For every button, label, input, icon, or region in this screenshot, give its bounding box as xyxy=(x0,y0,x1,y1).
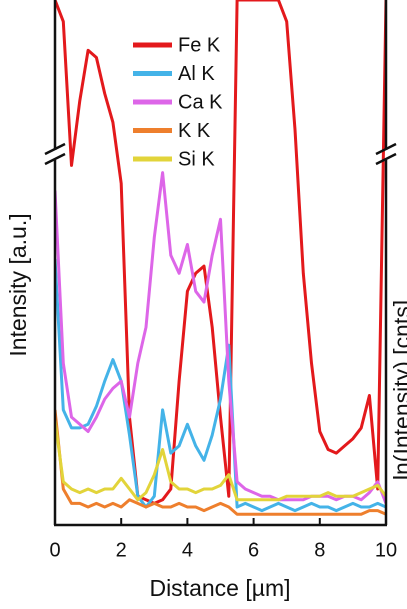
y-axis-label: Intensity [a.u.] xyxy=(5,213,31,356)
series-line xyxy=(55,258,386,513)
x-tick-label: 8 xyxy=(314,539,325,561)
legend-label: Al K xyxy=(178,63,215,85)
x-tick-label: 4 xyxy=(182,539,193,561)
x-tick-label: 10 xyxy=(375,539,397,561)
series-line xyxy=(55,420,386,502)
axis-frame xyxy=(53,0,388,527)
x-tick-label: 0 xyxy=(49,539,60,561)
break-mark xyxy=(44,142,66,156)
series-line xyxy=(55,0,386,505)
break-mark xyxy=(375,152,397,166)
x-tick-label: 6 xyxy=(248,539,259,561)
break-mark xyxy=(44,152,66,166)
legend-label: Fe K xyxy=(178,34,221,56)
axis-break xyxy=(44,142,397,166)
x-axis-label: Distance [µm] xyxy=(149,575,290,601)
series-line xyxy=(55,409,386,516)
plot-lines xyxy=(55,0,386,516)
legend-label: Ca K xyxy=(178,91,223,113)
legend-label: Si K xyxy=(178,148,215,170)
break-mark xyxy=(375,142,397,156)
y2-axis-label: ln(Intensity) [cnts] xyxy=(389,300,407,480)
series-line xyxy=(55,171,386,504)
x-tick-label: 2 xyxy=(116,539,127,561)
legend-label: K K xyxy=(178,120,211,142)
